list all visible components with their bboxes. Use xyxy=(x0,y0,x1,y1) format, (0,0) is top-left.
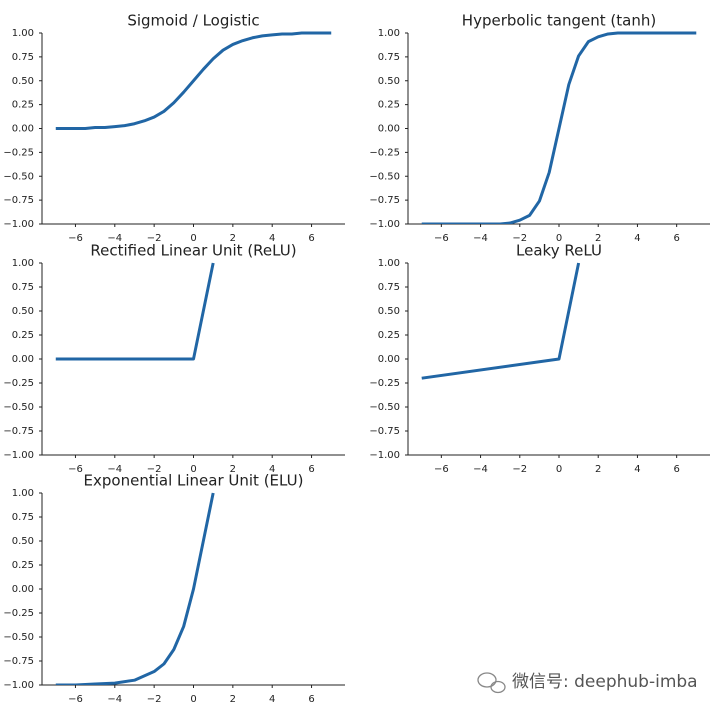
y-tick-label: 0.00 xyxy=(12,124,34,135)
x-tick-label: 6 xyxy=(308,233,314,244)
y-tick-label: −0.75 xyxy=(3,195,34,206)
y-tick-label: 1.00 xyxy=(378,258,400,269)
y-tick-label: −0.75 xyxy=(369,426,400,437)
y-tick-label: −1.00 xyxy=(369,219,400,230)
y-tick-label: −1.00 xyxy=(3,680,34,691)
x-tick-label: −6 xyxy=(68,694,83,705)
watermark: 微信号: deephub-imba xyxy=(512,672,698,692)
y-tick-label: 0.00 xyxy=(378,354,400,365)
y-tick-label: 0.25 xyxy=(12,100,34,111)
x-tick-label: −6 xyxy=(68,464,83,475)
panel: Rectified Linear Unit (ReLU) −1.00 −0.75 −0… xyxy=(3,242,345,475)
x-tick-label: 0 xyxy=(190,694,196,705)
y-tick-label: −1.00 xyxy=(3,219,34,230)
x-tick-label: 6 xyxy=(673,233,679,244)
y-tick-label: −0.50 xyxy=(3,632,34,643)
y-tick-label: 1.00 xyxy=(12,488,34,499)
x-tick-label: −4 xyxy=(107,233,122,244)
panel-title: Sigmoid / Logistic xyxy=(127,12,259,30)
y-tick-label: −1.00 xyxy=(3,450,34,461)
y-tick-label: 0.25 xyxy=(378,330,400,341)
x-tick-label: 2 xyxy=(230,233,236,244)
panel-title: Exponential Linear Unit (ELU) xyxy=(84,472,304,490)
x-tick-label: 4 xyxy=(269,233,275,244)
x-tick-label: 0 xyxy=(556,464,562,475)
x-tick-label: −4 xyxy=(107,464,122,475)
y-tick-label: −0.50 xyxy=(3,171,34,182)
y-tick-label: −0.50 xyxy=(369,171,400,182)
x-tick-label: 6 xyxy=(308,694,314,705)
x-tick-label: 2 xyxy=(595,464,601,475)
x-tick-label: 6 xyxy=(308,464,314,475)
y-tick-label: 0.75 xyxy=(12,512,34,523)
y-tick-label: −0.25 xyxy=(3,608,34,619)
panel-title: Hyperbolic tangent (tanh) xyxy=(462,12,656,30)
y-tick-label: −0.50 xyxy=(3,402,34,413)
y-tick-label: 0.50 xyxy=(12,76,34,87)
y-tick-label: −0.25 xyxy=(369,147,400,158)
y-tick-label: 0.50 xyxy=(12,536,34,547)
y-tick-label: 0.75 xyxy=(378,52,400,63)
x-tick-label: 2 xyxy=(230,694,236,705)
y-tick-label: 0.50 xyxy=(378,306,400,317)
line xyxy=(421,31,697,224)
y-tick-label: −0.25 xyxy=(3,378,34,389)
x-tick-label: −2 xyxy=(512,464,527,475)
x-tick-label: 0 xyxy=(190,464,196,475)
y-tick-label: 1.00 xyxy=(12,258,34,269)
x-tick-label: 4 xyxy=(634,233,640,244)
panel: Exponential Linear Unit (ELU) −1.00 −0.75 −… xyxy=(3,472,345,705)
y-tick-label: 0.00 xyxy=(12,584,34,595)
panel-title: Leaky ReLU xyxy=(516,242,602,260)
x-tick-label: −2 xyxy=(147,464,162,475)
x-tick-label: 2 xyxy=(595,233,601,244)
y-tick-label: 0.50 xyxy=(12,306,34,317)
x-tick-label: −2 xyxy=(512,233,527,244)
y-tick-label: 0.75 xyxy=(12,282,34,293)
x-tick-label: −6 xyxy=(434,233,449,244)
y-tick-label: 0.50 xyxy=(378,76,400,87)
y-tick-label: 0.25 xyxy=(12,560,34,571)
x-tick-label: 2 xyxy=(230,464,236,475)
y-tick-label: −0.50 xyxy=(369,402,400,413)
x-tick-label: −4 xyxy=(473,233,488,244)
y-tick-label: −0.25 xyxy=(3,147,34,158)
y-tick-label: −0.25 xyxy=(369,378,400,389)
y-tick-label: −1.00 xyxy=(369,450,400,461)
panel-title: Rectified Linear Unit (ReLU) xyxy=(90,242,296,260)
y-tick-label: 0.25 xyxy=(378,100,400,111)
panel: Sigmoid / Logistic −1.00 −0.75 −0.50 −0.25 0.… xyxy=(3,12,345,244)
y-tick-label: −0.75 xyxy=(3,426,34,437)
x-tick-label: −4 xyxy=(107,694,122,705)
y-tick-label: 1.00 xyxy=(378,28,400,39)
y-tick-label: 1.00 xyxy=(12,28,34,39)
x-tick-label: −6 xyxy=(434,464,449,475)
y-tick-label: −0.75 xyxy=(3,656,34,667)
x-tick-label: 6 xyxy=(673,464,679,475)
y-tick-label: 0.75 xyxy=(378,282,400,293)
panel: Leaky ReLU −1.00 −0.75 −0.50 −0.25 0.00 0.25 0.… xyxy=(369,242,710,475)
panel: Hyperbolic tangent (tanh) −1.00 −0.75 −0.50… xyxy=(369,12,710,244)
x-tick-label: 4 xyxy=(269,694,275,705)
x-tick-label: −2 xyxy=(147,694,162,705)
x-tick-label: 0 xyxy=(556,233,562,244)
line xyxy=(421,262,581,380)
x-tick-label: −2 xyxy=(147,233,162,244)
y-tick-label: 0.00 xyxy=(12,354,34,365)
x-tick-label: 4 xyxy=(634,464,640,475)
y-tick-label: −0.75 xyxy=(369,195,400,206)
watermark-icon xyxy=(477,672,506,694)
line xyxy=(55,262,215,361)
x-tick-label: 0 xyxy=(190,233,196,244)
y-tick-label: 0.75 xyxy=(12,52,34,63)
x-tick-label: −4 xyxy=(473,464,488,475)
x-tick-label: 4 xyxy=(269,464,275,475)
y-tick-label: 0.25 xyxy=(12,330,34,341)
y-tick-label: 0.00 xyxy=(378,124,400,135)
x-tick-label: −6 xyxy=(68,233,83,244)
line xyxy=(55,31,332,130)
line xyxy=(55,492,215,685)
